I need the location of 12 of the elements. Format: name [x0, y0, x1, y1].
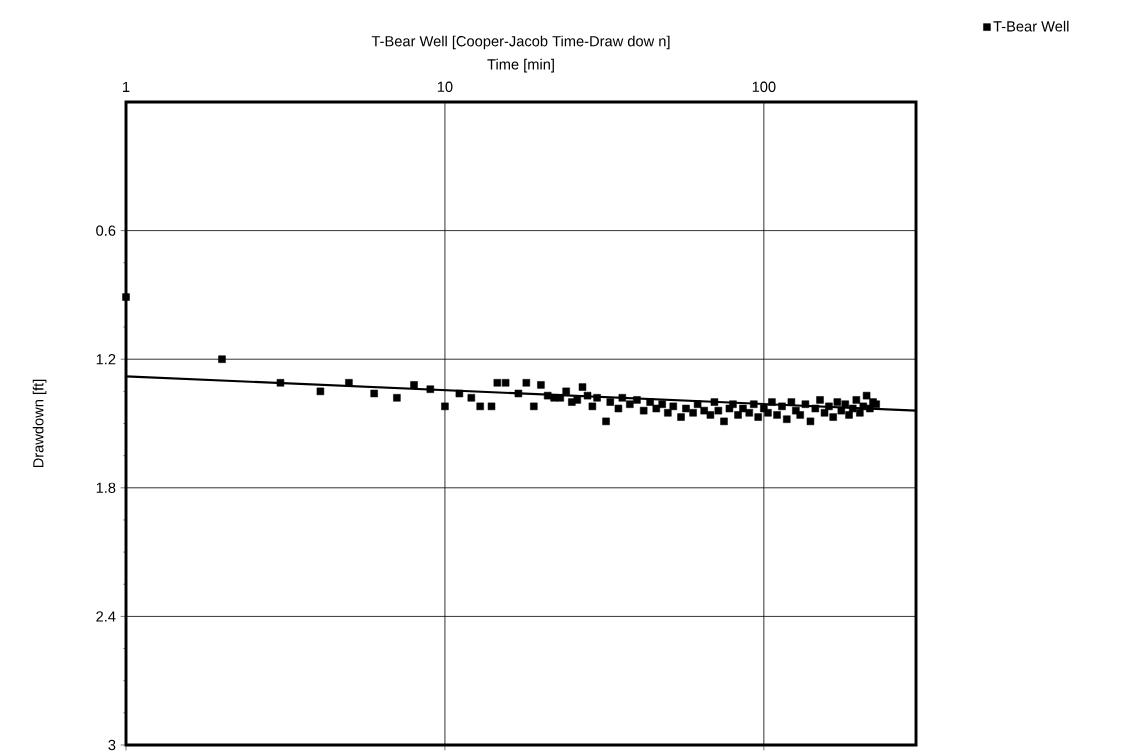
y-axis-title: Drawdown [ft]	[32, 379, 47, 468]
x-tick-label: 100	[752, 81, 776, 92]
x-tick-label: 10	[437, 81, 453, 92]
x-axis-title: Time [min]	[487, 58, 554, 73]
y-tick-label: 0.6	[96, 225, 116, 236]
x-tick-label: 1	[123, 81, 130, 92]
y-tick-label: 1.8	[96, 482, 116, 493]
chart-title: T-Bear Well [Cooper-Jacob Time-Draw dow n]	[371, 35, 670, 50]
legend-label: T-Bear Well	[993, 20, 1069, 32]
y-tick-label: 3	[108, 739, 116, 751]
y-tick-label: 1.2	[96, 354, 116, 365]
y-tick-label: 2.4	[96, 611, 116, 622]
